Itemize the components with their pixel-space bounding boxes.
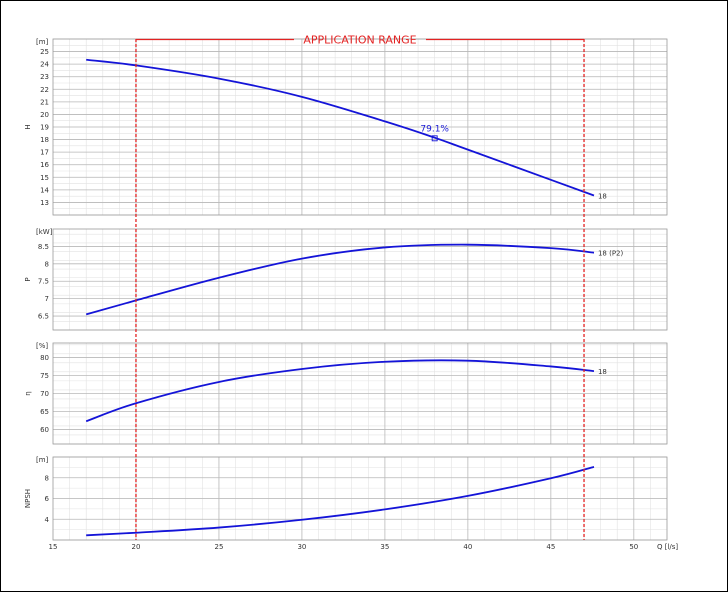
y-tick-label: 20 (40, 111, 49, 119)
y-tick-label: 4 (45, 516, 50, 524)
y-unit-label: [kW] (36, 228, 53, 236)
series-line (85, 243, 595, 316)
panel-power: 6.5 7 7.5 8 8.5 [kW] P 18 (P2) (24, 228, 668, 331)
x-tick-label: 50 (629, 543, 638, 551)
panel-frame (52, 228, 668, 331)
x-tick-label: 25 (214, 543, 223, 551)
application-range-label: APPLICATION RANGE (303, 34, 416, 47)
y-tick-label: 6.5 (38, 313, 49, 321)
y-tick-label: 8 (45, 474, 49, 482)
series-label: 18 (598, 193, 607, 201)
series-line (86, 465, 595, 537)
y-tick-label: 22 (40, 86, 49, 94)
y-tick-label: 18 (40, 136, 49, 144)
y-tick-label: 19 (40, 124, 49, 132)
y-tick-label: 65 (40, 408, 49, 416)
panel-efficiency: 60 65 70 75 80 [%] η 18 (24, 342, 668, 445)
y-tick-label: 60 (40, 426, 49, 434)
y-tick-label: 15 (40, 174, 49, 182)
x-axis: 15 20 25 30 35 40 45 50 Q [l/s] (49, 543, 679, 551)
y-tick-label: 23 (40, 73, 49, 81)
y-unit-label: [m] (36, 456, 49, 464)
x-tick-label: 20 (132, 543, 141, 551)
x-axis-label: Q [l/s] (657, 543, 678, 551)
panel-head: 13 14 15 16 17 18 19 20 21 22 23 24 25 [m] H 18 79.1% (24, 38, 668, 216)
y-tick-label: 25 (40, 48, 49, 56)
panel-frame (52, 38, 668, 216)
y-tick-label: 24 (40, 61, 49, 69)
x-tick-label: 30 (297, 543, 306, 551)
y-tick-label: 8.5 (38, 243, 49, 251)
y-tick-label: 70 (40, 390, 49, 398)
series-line (85, 359, 595, 423)
y-tick-label: 8 (45, 260, 49, 268)
y-tick-label: 16 (40, 161, 49, 169)
y-axis-label: P (24, 277, 32, 281)
y-tick-label: 21 (40, 98, 49, 106)
series-label: 18 (P2) (598, 250, 624, 258)
y-tick-label: 80 (40, 354, 49, 362)
series-line (86, 58, 595, 197)
y-tick-label: 75 (40, 372, 49, 380)
y-axis-label: H (24, 124, 32, 129)
x-tick-label: 35 (380, 543, 389, 551)
y-unit-label: [%] (36, 342, 48, 350)
panel-frame (52, 342, 668, 445)
y-tick-label: 17 (40, 149, 49, 157)
y-tick-label: 6 (45, 495, 50, 503)
series-label: 18 (598, 368, 607, 376)
panel-frame (52, 456, 668, 541)
bep-marker (431, 135, 438, 142)
bep-label: 79.1% (420, 124, 449, 134)
x-tick-label: 45 (546, 543, 555, 551)
y-axis-label: NPSH (24, 489, 32, 508)
x-tick-label: 40 (463, 543, 472, 551)
y-tick-label: 7.5 (38, 278, 49, 286)
y-axis-label: η (24, 391, 32, 395)
x-tick-label: 15 (49, 543, 58, 551)
panel-npsh: 4 6 8 [m] NPSH (24, 456, 668, 541)
application-range: APPLICATION RANGE (135, 34, 585, 540)
y-unit-label: [m] (36, 38, 49, 46)
y-tick-label: 7 (45, 295, 49, 303)
y-tick-label: 14 (40, 186, 49, 194)
y-tick-label: 13 (40, 199, 49, 207)
